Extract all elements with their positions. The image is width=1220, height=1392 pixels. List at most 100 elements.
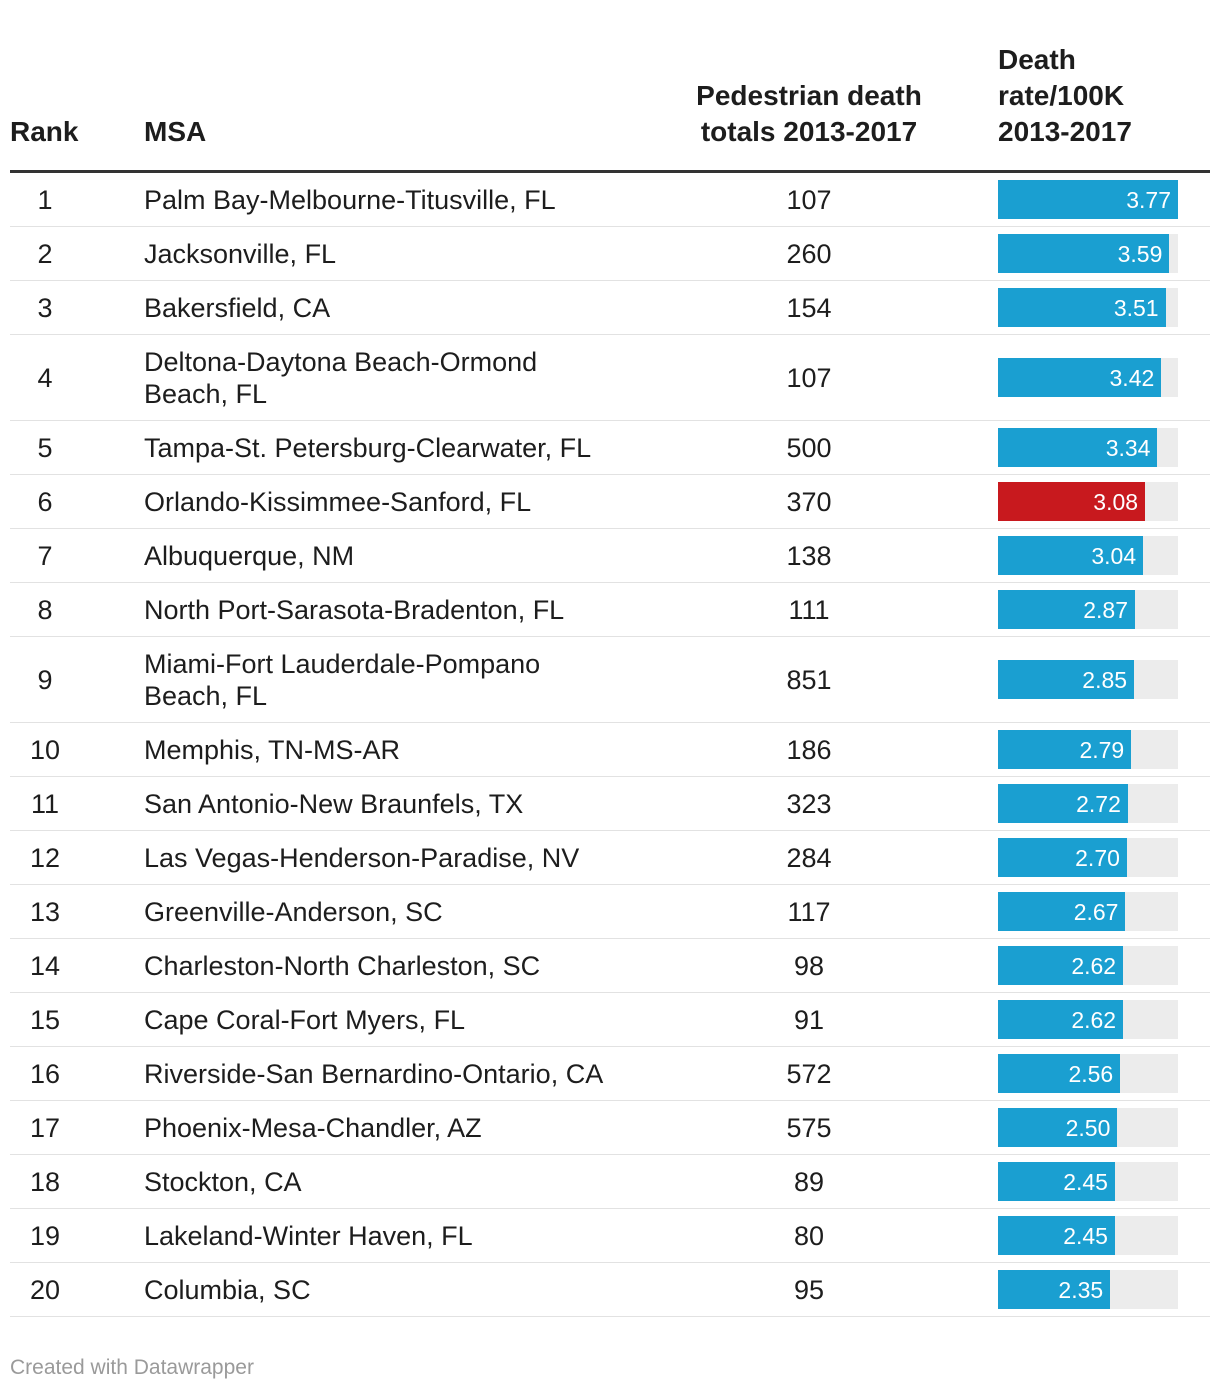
bar-track: 2.85 <box>998 660 1178 699</box>
header-death-rate-line3: 2013-2017 <box>998 116 1132 147</box>
credit-footer: Created with Datawrapper <box>10 1356 254 1379</box>
table-row: 9 Miami-Fort Lauderdale-Pompano Beach, FL… <box>10 637 1210 723</box>
death-total-cell: 851 <box>786 664 832 695</box>
bar-track: 2.35 <box>998 1270 1178 1309</box>
rate-bar-label: 2.56 <box>1068 1060 1114 1087</box>
msa-cell: Las Vegas-Henderson-Paradise, NV <box>144 842 580 873</box>
rank-cell: 13 <box>29 896 61 927</box>
rank-cell: 14 <box>29 950 61 981</box>
death-rate-cell: 2.35 <box>998 1263 1178 1316</box>
msa-cell: Albuquerque, NM <box>144 540 355 571</box>
msa-cell: Bakersfield, CA <box>144 292 331 323</box>
table-header: Rank MSA Pedestrian death totals 2013-20… <box>10 0 1210 173</box>
death-total-cell: 370 <box>786 486 832 517</box>
rate-bar: 2.35 <box>998 1270 1111 1309</box>
table-row: 5 Tampa-St. Petersburg-Clearwater, FL 500 3… <box>10 421 1210 475</box>
death-rate-cell: 3.04 <box>998 529 1178 582</box>
death-total-cell: 107 <box>786 184 832 215</box>
rank-cell: 12 <box>29 842 61 873</box>
rate-bar-label: 3.34 <box>1105 434 1151 461</box>
rate-bar: 2.62 <box>998 1000 1124 1039</box>
death-total-cell: 89 <box>793 1166 825 1197</box>
death-rate-cell: 2.45 <box>998 1155 1178 1208</box>
rate-bar: 3.42 <box>998 358 1162 397</box>
rate-bar-label: 3.59 <box>1117 240 1163 267</box>
rate-bar-label: 2.85 <box>1082 666 1128 693</box>
table-row: 8 North Port-Sarasota-Bradenton, FL 111 2.8… <box>10 583 1210 637</box>
rate-bar: 2.79 <box>998 730 1132 769</box>
table-row: 3 Bakersfield, CA 154 3.51 <box>10 281 1210 335</box>
death-rate-cell: 2.85 <box>998 637 1178 722</box>
death-rate-cell: 2.45 <box>998 1209 1178 1262</box>
death-rate-cell: 3.51 <box>998 281 1178 334</box>
death-total-cell: 91 <box>793 1004 825 1035</box>
rate-bar-label: 2.62 <box>1071 952 1117 979</box>
table-row: 10 Memphis, TN-MS-AR 186 2.79 <box>10 723 1210 777</box>
table-row: 7 Albuquerque, NM 138 3.04 <box>10 529 1210 583</box>
rate-bar-label: 2.50 <box>1065 1114 1111 1141</box>
header-death-rate-line1: Death <box>998 44 1076 75</box>
table-row: 16 Riverside-San Bernardino-Ontario, CA 57… <box>10 1047 1210 1101</box>
rank-cell: 5 <box>37 432 53 463</box>
death-total-cell: 154 <box>786 292 832 323</box>
rate-bar: 2.50 <box>998 1108 1118 1147</box>
msa-cell: San Antonio-New Braunfels, TX <box>144 788 524 819</box>
death-rate-cell: 2.62 <box>998 993 1178 1046</box>
bar-track: 2.50 <box>998 1108 1178 1147</box>
death-rate-cell: 3.77 <box>998 173 1178 226</box>
data-table: Rank MSA Pedestrian death totals 2013-20… <box>10 0 1210 1317</box>
header-rank: Rank <box>10 116 79 147</box>
bar-track: 2.70 <box>998 838 1178 877</box>
msa-cell: Phoenix-Mesa-Chandler, AZ <box>144 1112 482 1143</box>
rate-bar: 3.08 <box>998 482 1146 521</box>
rate-bar-label: 3.04 <box>1091 542 1137 569</box>
death-total-cell: 260 <box>786 238 832 269</box>
death-total-cell: 575 <box>786 1112 832 1143</box>
rate-bar: 2.70 <box>998 838 1127 877</box>
death-total-cell: 572 <box>786 1058 832 1089</box>
death-total-cell: 138 <box>786 540 832 571</box>
msa-cell: Lakeland-Winter Haven, FL <box>144 1220 473 1251</box>
rate-bar: 3.51 <box>998 288 1166 327</box>
rate-bar: 3.34 <box>998 428 1158 467</box>
bar-track: 2.45 <box>998 1216 1178 1255</box>
rate-bar: 3.59 <box>998 234 1170 273</box>
table-row: 1 Palm Bay-Melbourne-Titusville, FL 107 3.7… <box>10 173 1210 227</box>
rank-cell: 6 <box>37 486 53 517</box>
death-rate-cell: 2.62 <box>998 939 1178 992</box>
table-row: 20 Columbia, SC 95 2.35 <box>10 1263 1210 1317</box>
rank-cell: 4 <box>37 362 53 393</box>
header-death-rate-line2: rate/100K <box>998 80 1125 111</box>
msa-cell: Cape Coral-Fort Myers, FL <box>144 1004 466 1035</box>
death-rate-cell: 2.50 <box>998 1101 1178 1154</box>
death-total-cell: 500 <box>786 432 832 463</box>
header-death-totals-line1: Pedestrian death <box>696 80 922 111</box>
death-total-cell: 117 <box>787 896 831 927</box>
death-rate-cell: 2.56 <box>998 1047 1178 1100</box>
rate-bar-label: 2.70 <box>1075 844 1120 871</box>
bar-track: 2.62 <box>998 1000 1178 1039</box>
death-rate-cell: 2.72 <box>998 777 1178 830</box>
table-row: 6 Orlando-Kissimmee-Sanford, FL 370 3.08 <box>10 475 1210 529</box>
header-death-rate: Death rate/100K 2013-2017 <box>998 42 1208 150</box>
msa-cell: North Port-Sarasota-Bradenton, FL <box>144 594 565 625</box>
bar-track: 2.56 <box>998 1054 1178 1093</box>
msa-cell: Orlando-Kissimmee-Sanford, FL <box>144 486 532 517</box>
bar-track: 2.62 <box>998 946 1178 985</box>
msa-cell: Tampa-St. Petersburg-Clearwater, FL <box>144 432 592 463</box>
table-row: 15 Cape Coral-Fort Myers, FL 91 2.62 <box>10 993 1210 1047</box>
rank-cell: 10 <box>29 734 61 765</box>
rank-cell: 20 <box>29 1274 61 1305</box>
bar-track: 2.45 <box>998 1162 1178 1201</box>
rate-bar-label: 3.51 <box>1113 294 1159 321</box>
table-row: 17 Phoenix-Mesa-Chandler, AZ 575 2.50 <box>10 1101 1210 1155</box>
msa-cell: Charleston-North Charleston, SC <box>144 950 541 981</box>
rate-bar: 3.04 <box>998 536 1144 575</box>
table-row: 11 San Antonio-New Braunfels, TX 323 2.72 <box>10 777 1210 831</box>
bar-track: 2.72 <box>998 784 1178 823</box>
rate-bar-label: 3.08 <box>1093 488 1139 515</box>
death-total-cell: 80 <box>793 1220 825 1251</box>
death-rate-cell: 2.70 <box>998 831 1178 884</box>
rate-bar: 2.45 <box>998 1162 1115 1201</box>
death-total-cell: 323 <box>786 788 832 819</box>
